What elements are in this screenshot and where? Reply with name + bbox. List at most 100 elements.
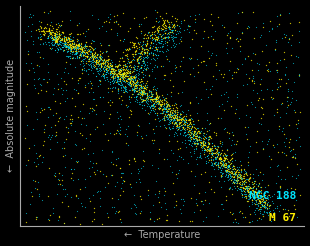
Point [55, 34, 60, 38]
Point [116, 75, 121, 79]
Point [241, 179, 246, 183]
Point [223, 198, 228, 201]
Point [256, 195, 261, 199]
Point [98, 82, 103, 86]
Point [157, 32, 162, 36]
Point [123, 64, 128, 68]
Point [259, 105, 264, 109]
Point [153, 91, 158, 95]
Point [140, 84, 145, 88]
Point [61, 117, 66, 121]
Point [246, 195, 251, 199]
Point [75, 91, 80, 95]
Point [222, 158, 227, 162]
Point [154, 99, 159, 103]
Point [217, 158, 222, 162]
Point [257, 62, 262, 65]
Point [141, 68, 146, 72]
Point [153, 38, 158, 42]
Point [81, 57, 86, 61]
Point [166, 126, 171, 130]
Point [198, 141, 203, 145]
Point [154, 113, 159, 117]
Point [135, 98, 140, 102]
Point [69, 43, 73, 46]
Point [56, 214, 61, 218]
Point [156, 99, 161, 103]
Point [245, 173, 250, 177]
Point [54, 30, 59, 34]
Point [228, 176, 233, 180]
Point [287, 21, 292, 25]
Point [200, 141, 205, 145]
Point [145, 49, 150, 53]
Point [195, 134, 200, 138]
Point [49, 42, 54, 46]
Point [95, 53, 100, 57]
Point [169, 148, 174, 152]
Point [156, 102, 161, 106]
Point [151, 104, 156, 108]
Point [91, 58, 96, 62]
Point [188, 24, 193, 28]
Point [137, 47, 142, 51]
Point [85, 54, 90, 58]
Point [229, 159, 234, 163]
Point [278, 185, 283, 189]
Point [262, 200, 267, 204]
Point [122, 84, 127, 88]
Point [82, 85, 87, 89]
Point [256, 194, 261, 198]
Point [232, 177, 237, 181]
Point [222, 163, 227, 167]
Point [87, 199, 92, 203]
Point [109, 196, 114, 200]
Point [131, 54, 135, 58]
Point [153, 35, 158, 39]
Point [245, 26, 250, 30]
Point [211, 162, 216, 166]
Point [202, 135, 207, 138]
Point [131, 45, 136, 49]
Point [31, 127, 36, 131]
Point [58, 23, 63, 27]
Point [78, 76, 83, 79]
Point [218, 168, 223, 172]
Point [252, 197, 257, 201]
Point [48, 30, 53, 34]
Point [177, 105, 182, 108]
Point [78, 53, 82, 57]
Point [282, 144, 287, 148]
Point [277, 127, 281, 131]
Point [167, 115, 172, 119]
Point [249, 190, 254, 194]
Point [240, 192, 245, 196]
Point [250, 189, 255, 193]
Point [198, 136, 203, 140]
Point [93, 51, 98, 55]
Point [259, 188, 263, 192]
Point [203, 148, 208, 152]
Point [166, 48, 171, 52]
Point [78, 52, 83, 56]
Point [201, 16, 206, 20]
Point [90, 219, 95, 223]
Point [119, 68, 124, 72]
Point [122, 86, 127, 90]
Point [34, 50, 39, 54]
Point [153, 97, 158, 101]
Point [87, 132, 92, 136]
Point [157, 49, 162, 53]
Point [245, 160, 250, 164]
Point [25, 123, 30, 127]
Point [117, 69, 122, 73]
Point [125, 82, 130, 86]
Point [170, 103, 175, 107]
Point [72, 47, 77, 51]
Point [175, 116, 179, 120]
Point [152, 57, 157, 61]
Point [59, 40, 64, 44]
Point [57, 35, 62, 39]
Point [116, 82, 121, 86]
Point [42, 130, 47, 134]
